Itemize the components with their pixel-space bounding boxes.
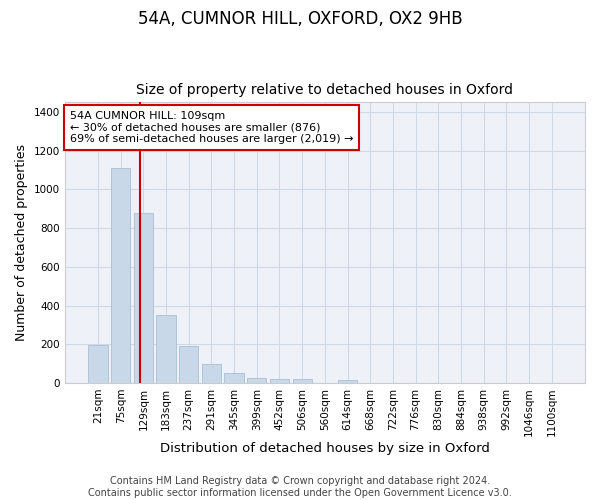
X-axis label: Distribution of detached houses by size in Oxford: Distribution of detached houses by size … xyxy=(160,442,490,455)
Bar xyxy=(270,378,289,383)
Bar xyxy=(247,378,266,383)
Y-axis label: Number of detached properties: Number of detached properties xyxy=(15,144,28,341)
Text: 54A, CUMNOR HILL, OXFORD, OX2 9HB: 54A, CUMNOR HILL, OXFORD, OX2 9HB xyxy=(137,10,463,28)
Bar xyxy=(88,345,107,383)
Text: Contains HM Land Registry data © Crown copyright and database right 2024.
Contai: Contains HM Land Registry data © Crown c… xyxy=(88,476,512,498)
Bar xyxy=(224,372,244,383)
Bar xyxy=(111,168,130,383)
Bar xyxy=(157,315,176,383)
Bar xyxy=(293,380,312,383)
Bar xyxy=(338,380,357,383)
Bar xyxy=(134,214,153,383)
Bar xyxy=(179,346,199,383)
Bar xyxy=(202,364,221,383)
Title: Size of property relative to detached houses in Oxford: Size of property relative to detached ho… xyxy=(136,83,514,97)
Text: 54A CUMNOR HILL: 109sqm
← 30% of detached houses are smaller (876)
69% of semi-d: 54A CUMNOR HILL: 109sqm ← 30% of detache… xyxy=(70,111,353,144)
